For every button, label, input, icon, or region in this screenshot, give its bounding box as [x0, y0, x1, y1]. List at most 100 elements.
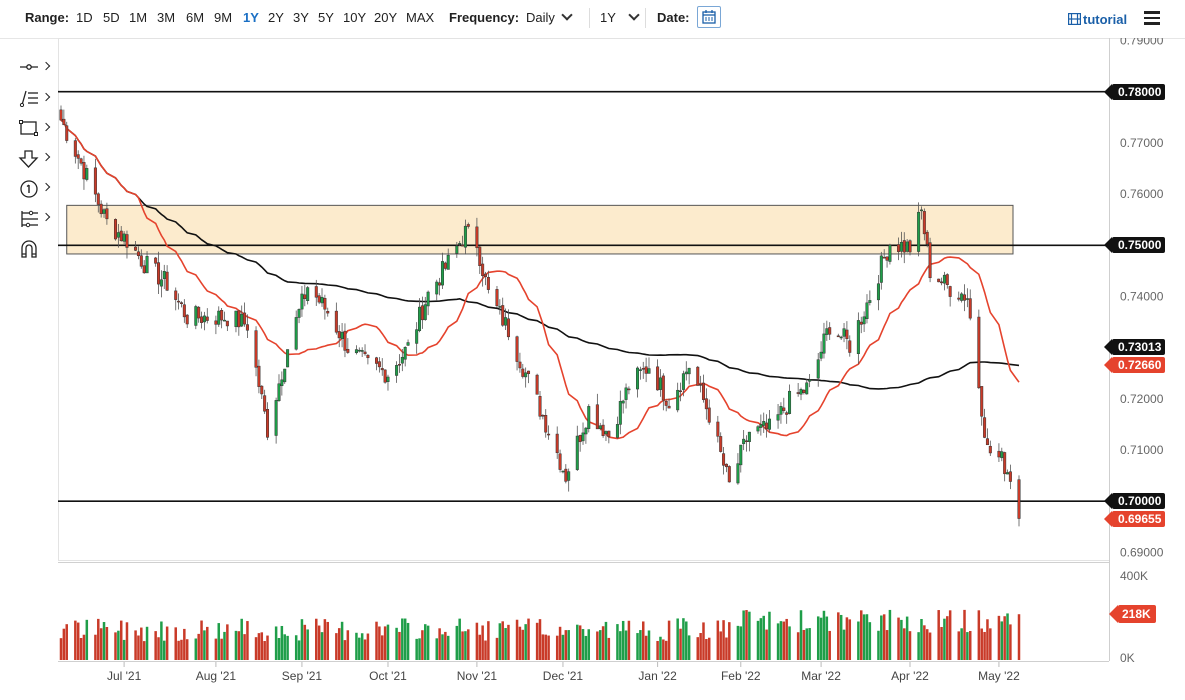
candle — [779, 402, 783, 424]
range-1y[interactable]: 1Y — [243, 10, 259, 25]
range-20y[interactable]: 20Y — [374, 10, 398, 25]
volume-bar — [177, 640, 180, 660]
hamburger-menu-icon[interactable] — [1144, 11, 1160, 25]
volume-bar — [917, 632, 920, 660]
volume-bar — [140, 627, 143, 660]
candle — [380, 358, 384, 376]
candle-body — [707, 407, 711, 423]
volume-bar — [76, 622, 80, 660]
candle — [581, 422, 585, 445]
volume-bar — [908, 631, 912, 660]
range-10y[interactable]: 10Y — [343, 10, 367, 25]
candle — [383, 369, 387, 384]
candle — [575, 425, 579, 471]
range-3y[interactable]: 3Y — [293, 10, 309, 25]
volume-bar — [601, 626, 605, 660]
period-select[interactable]: 1Y — [600, 9, 640, 26]
candle — [363, 344, 367, 356]
volume-bar — [980, 628, 983, 660]
volume-bar — [624, 630, 628, 660]
candle-body — [326, 310, 330, 314]
arrow-tool[interactable] — [14, 147, 54, 169]
crosshair-tool[interactable] — [14, 56, 54, 78]
volume-bar — [679, 628, 682, 660]
range-1m[interactable]: 1M — [129, 10, 148, 25]
calendar-button[interactable] — [697, 6, 721, 28]
volume-bar — [865, 614, 869, 660]
candle — [475, 217, 479, 257]
volume-bar — [79, 638, 83, 660]
number-label-tool[interactable] — [14, 177, 54, 199]
volume-bar — [134, 630, 137, 660]
candle-body — [263, 395, 267, 412]
candle-body — [785, 412, 789, 415]
candle — [845, 321, 849, 350]
candle-body — [762, 421, 766, 426]
candle — [917, 202, 921, 257]
candle — [745, 435, 749, 452]
fib-tools-tool[interactable] — [14, 207, 54, 229]
candle-body — [337, 331, 341, 339]
range-6m[interactable]: 6M — [186, 10, 205, 25]
candle-body — [1017, 479, 1021, 519]
volume-bar — [739, 626, 743, 660]
range-1d[interactable]: 1D — [76, 10, 93, 25]
candle — [879, 251, 883, 290]
volume-bar — [948, 610, 952, 660]
candle-body — [567, 471, 571, 481]
candle-body — [742, 438, 746, 445]
candle-body — [76, 154, 80, 159]
volume-bar — [360, 633, 364, 660]
candle — [862, 311, 866, 333]
x-tick-label: Oct '21 — [369, 669, 407, 683]
price-chart[interactable]: 0.79000 0.77000 0.76000 0.74000 0.72000 … — [0, 38, 1185, 700]
range-max[interactable]: MAX — [406, 10, 435, 25]
candle — [119, 226, 123, 242]
volume-bar — [862, 614, 866, 660]
volume-bar — [782, 621, 786, 660]
candle — [624, 383, 628, 409]
tutorial-link[interactable]: tutorial — [1068, 12, 1127, 27]
rectangle-tool[interactable] — [14, 117, 54, 139]
volume-bar — [868, 622, 872, 660]
candle-body — [443, 262, 447, 269]
candle-body — [515, 336, 519, 362]
volume-bar — [1017, 614, 1021, 660]
candle — [699, 375, 703, 393]
candle — [162, 264, 166, 289]
candle — [260, 385, 264, 399]
candle — [280, 371, 284, 396]
volume-bar — [676, 618, 679, 660]
volume-bar — [656, 640, 659, 660]
candle — [518, 352, 522, 373]
frequency-select[interactable]: Daily — [526, 9, 573, 26]
range-5d[interactable]: 5D — [103, 10, 120, 25]
volume-bar — [386, 624, 390, 660]
range-3m[interactable]: 3M — [157, 10, 176, 25]
volume-bar — [326, 621, 329, 660]
volume-bar — [504, 628, 507, 660]
volume-bar — [315, 618, 318, 660]
range-5y[interactable]: 5Y — [318, 10, 334, 25]
candle-body — [294, 317, 298, 350]
candle — [79, 157, 83, 166]
range-9m[interactable]: 9M — [214, 10, 233, 25]
candle-body — [558, 453, 562, 470]
candle — [340, 323, 344, 348]
trend-lines-tool[interactable] — [14, 87, 54, 109]
candle — [122, 231, 126, 245]
candle-body — [194, 306, 198, 326]
magnet-tool[interactable] — [14, 237, 54, 259]
candle — [484, 271, 488, 286]
range-2y[interactable]: 2Y — [268, 10, 284, 25]
volume-bar — [857, 621, 860, 660]
volume-bar — [337, 628, 341, 660]
candle — [656, 359, 660, 391]
candle-body — [1003, 452, 1007, 475]
volume-bar — [441, 634, 444, 660]
candle-body — [237, 310, 241, 328]
candle-body — [687, 367, 691, 375]
volume-bar — [274, 626, 278, 660]
volume-bar — [62, 628, 66, 660]
candle — [859, 316, 863, 334]
